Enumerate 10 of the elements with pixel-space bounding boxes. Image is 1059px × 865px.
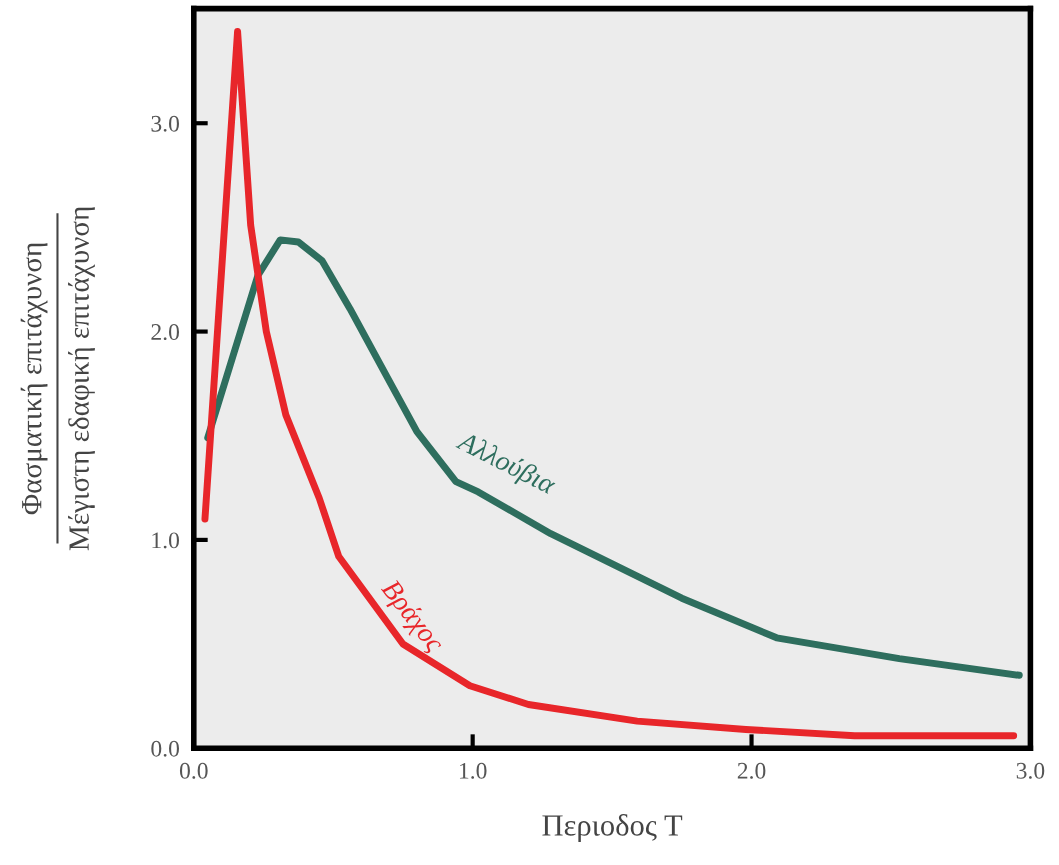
x-tick-label: 0.0 bbox=[179, 762, 208, 779]
y-tick-label: 1.0 bbox=[152, 532, 180, 549]
y-tick-label: 0.0 bbox=[151, 740, 180, 757]
y-axis-title: Φασματική επιτάχυνση Μέγιστη εδαφική επιτάχυνση bbox=[20, 207, 95, 551]
y-tick-label: 2.0 bbox=[151, 324, 180, 341]
x-tick-label: 3.0 bbox=[1016, 762, 1045, 779]
y-tick-label: 3.0 bbox=[151, 115, 180, 132]
x-axis-title: Περιοδος Τ bbox=[542, 814, 683, 842]
x-tick-label: 1.0 bbox=[459, 762, 487, 779]
x-tick-label: 2.0 bbox=[737, 762, 766, 779]
